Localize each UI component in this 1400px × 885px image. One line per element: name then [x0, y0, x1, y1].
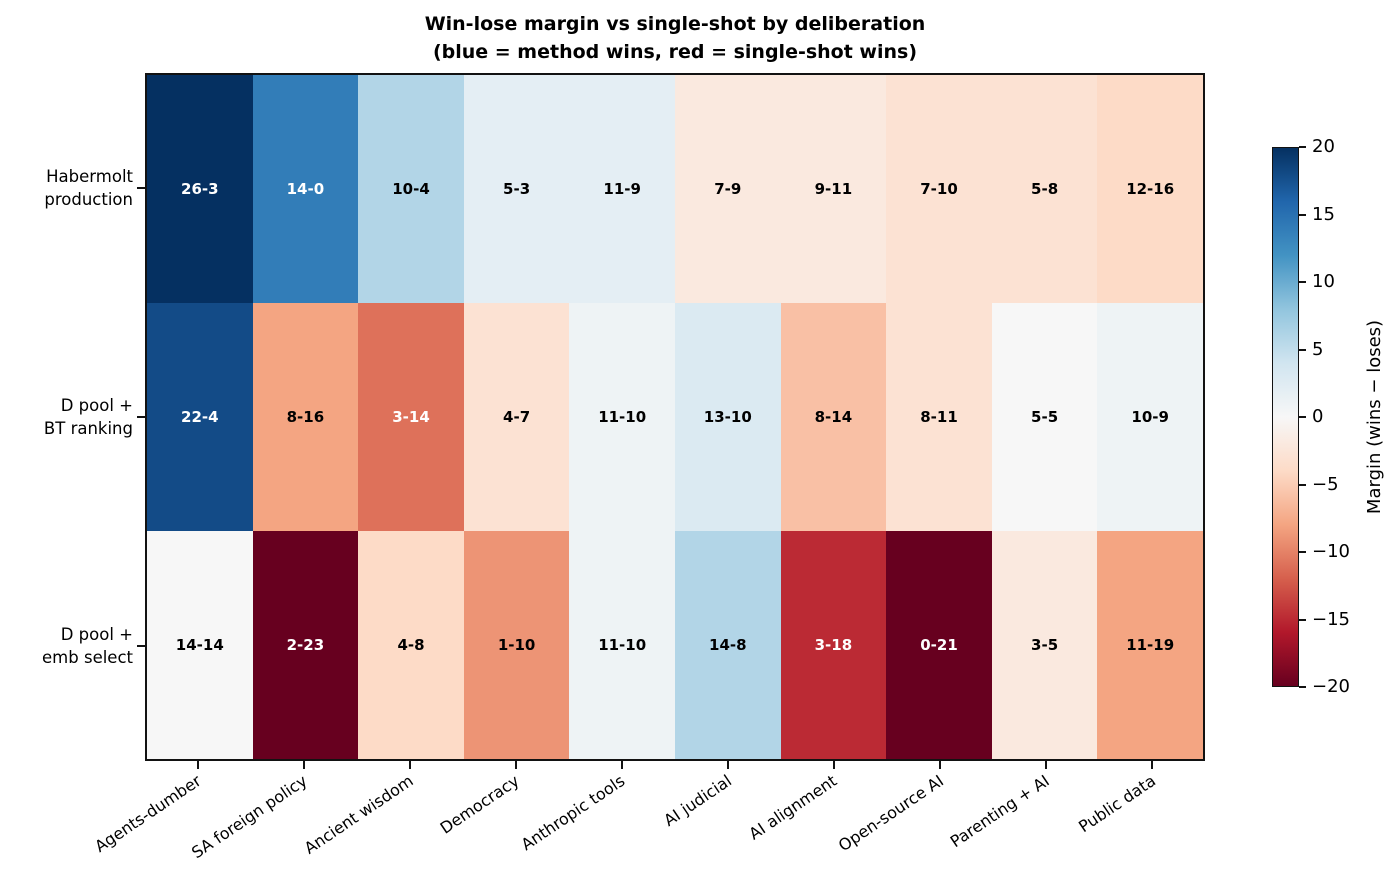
- heatmap-cell: 5-3: [463, 75, 570, 303]
- heatmap-cell: 14-0: [252, 75, 359, 303]
- heatmap-cell: 8-11: [886, 303, 992, 531]
- chart-title-line2: (blue = method wins, red = single-shot w…: [432, 41, 918, 63]
- heatmap-cell: 11-19: [1097, 531, 1203, 759]
- colorbar: [1272, 147, 1299, 687]
- heatmap-cell: 3-5: [991, 531, 1098, 759]
- x-tick-mark: [303, 761, 305, 769]
- colorbar-tick-mark: [1299, 213, 1306, 216]
- x-tick-label: Democracy: [436, 771, 523, 838]
- heatmap-plot-area: 26-3 14-0 10-4 5-3 11-9 7-9 9-11 7-10 5-8 12-16 22…: [145, 73, 1205, 761]
- x-tick-label: Agents-dumber: [91, 771, 205, 857]
- heatmap-cell: 11-10: [569, 303, 675, 531]
- colorbar-tick-label: 20: [1312, 136, 1335, 158]
- heatmap-cell: 1-10: [463, 531, 570, 759]
- y-tick-label: D pool + BT ranking: [43, 396, 133, 438]
- heatmap-cell: 10-4: [358, 75, 464, 303]
- colorbar-tick-mark: [1299, 618, 1306, 621]
- heatmap-cell: 26-3: [147, 75, 253, 303]
- x-tick-mark: [409, 761, 411, 769]
- heatmap-cell: 7-10: [886, 75, 992, 303]
- heatmap-cell: 5-5: [991, 303, 1098, 531]
- chart-title-line1: Win-lose margin vs single-shot by delibe…: [424, 13, 926, 35]
- colorbar-tick-label: −15: [1312, 608, 1350, 630]
- heatmap-cell: 4-8: [358, 531, 464, 759]
- heatmap-cell: 8-16: [252, 303, 359, 531]
- colorbar-tick-mark: [1299, 483, 1306, 486]
- colorbar-tick-label: 5: [1312, 338, 1324, 360]
- x-tick-label: AI judicial: [659, 771, 735, 831]
- colorbar-tick-label: 15: [1312, 203, 1335, 225]
- x-tick-mark: [621, 761, 623, 769]
- heatmap-cell: 8-14: [780, 303, 887, 531]
- colorbar-tick-mark: [1299, 281, 1306, 283]
- heatmap-cell: 10-9: [1097, 303, 1203, 531]
- x-tick-mark: [833, 761, 835, 769]
- x-tick-label: Parenting + AI: [946, 771, 1053, 852]
- heatmap-cell: 11-9: [569, 75, 675, 303]
- x-tick-mark: [727, 761, 729, 769]
- x-tick-mark: [197, 761, 199, 769]
- x-tick-label: AI alignment: [745, 771, 841, 844]
- heatmap-cell: 0-21: [886, 531, 992, 759]
- x-tick-mark: [1151, 761, 1153, 769]
- x-tick-label: Public data: [1074, 771, 1159, 837]
- heatmap-cell: 14-8: [674, 531, 781, 759]
- heatmap-cell: 22-4: [147, 303, 253, 531]
- colorbar-tick-label: −5: [1312, 473, 1339, 495]
- heatmap-cell: 2-23: [252, 531, 359, 759]
- colorbar-tick-mark: [1299, 416, 1306, 418]
- y-tick-mark: [137, 186, 145, 189]
- y-tick-mark: [137, 416, 145, 418]
- colorbar-tick-mark: [1299, 146, 1306, 148]
- x-tick-mark: [1045, 761, 1047, 769]
- colorbar-tick-mark: [1299, 686, 1306, 688]
- x-tick-label: Anthropic tools: [517, 771, 629, 855]
- heatmap-cell: 12-16: [1097, 75, 1203, 303]
- y-tick-label: Habermolt production: [44, 166, 133, 209]
- heatmap-cell: 5-8: [991, 75, 1098, 303]
- colorbar-tick-label: −20: [1312, 676, 1350, 698]
- heatmap-cell: 7-9: [674, 75, 781, 303]
- y-tick-label: D pool + emb select: [42, 625, 133, 668]
- heatmap-cell: 3-14: [358, 303, 464, 531]
- colorbar-tick-mark: [1299, 551, 1306, 553]
- x-tick-mark: [515, 761, 517, 769]
- heatmap-cell: 4-7: [463, 303, 570, 531]
- heatmap-cell: 9-11: [780, 75, 887, 303]
- heatmap-cell: 13-10: [674, 303, 781, 531]
- colorbar-tick-label: 0: [1312, 406, 1324, 428]
- colorbar-tick-label: −10: [1312, 541, 1350, 563]
- x-tick-label: Open-source AI: [834, 771, 947, 856]
- heatmap-cell: 3-18: [780, 531, 887, 759]
- heatmap-cell: 14-14: [147, 531, 253, 759]
- colorbar-tick-mark: [1299, 348, 1306, 351]
- heatmap-cell: 11-10: [569, 531, 675, 759]
- x-tick-mark: [939, 761, 941, 769]
- x-tick-label: SA foreign policy: [188, 771, 311, 863]
- x-tick-label: Ancient wisdom: [300, 771, 417, 858]
- y-tick-mark: [137, 645, 145, 648]
- chart-title: Win-lose margin vs single-shot by delibe…: [145, 10, 1205, 66]
- colorbar-tick-label: 10: [1312, 271, 1335, 293]
- colorbar-axis-label: Margin (wins − loses): [1364, 319, 1385, 515]
